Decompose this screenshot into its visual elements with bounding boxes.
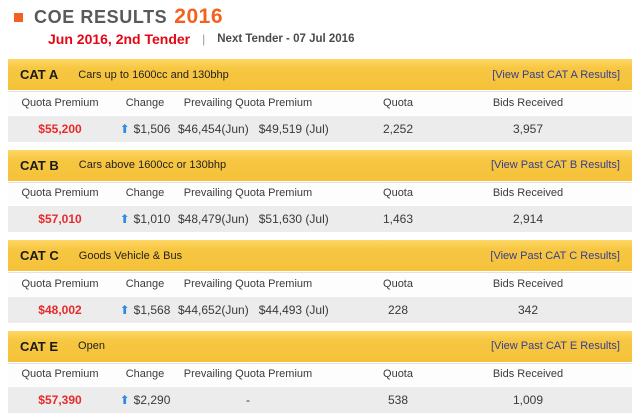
table-row: $55,200 ⬆ $1,506 $46,454(Jun) $49,519 (Ju… [8,115,632,142]
change-cell: ⬆ $1,506 [112,115,178,142]
quota-value: 1,463 [318,205,478,232]
change-value: $1,010 [134,212,171,226]
bids-received-value: 3,957 [478,115,578,142]
column-header-spacer [578,182,632,205]
table-row: $48,002 ⬆ $1,568 $44,652(Jun) $44,493 (Ju… [8,296,632,323]
cat-name: CAT E [20,339,58,354]
column-header-quota-premium: Quota Premium [8,273,112,296]
bids-received-value: 2,914 [478,205,578,232]
prevailing-value: $44,652(Jun) $44,493 (Jul) [178,296,318,323]
column-header-quota: Quota [318,92,478,115]
cat-header-bar: CAT C Goods Vehicle & Bus [View Past CAT… [8,240,632,271]
cat-a-results-table: Quota Premium Change Prevailing Quota Pr… [8,91,632,142]
cat-name: CAT B [20,158,59,173]
column-header-prevailing: Prevailing Quota Premium [178,273,318,296]
column-header-prevailing: Prevailing Quota Premium [178,92,318,115]
change-value: $2,290 [134,393,171,407]
view-past-cat-a-results-link[interactable]: [View Past CAT A Results] [492,69,620,81]
cat-e-results-table: Quota Premium Change Prevailing Quota Pr… [8,363,632,413]
next-tender-label: Next Tender - 07 Jul 2016 [217,33,354,45]
view-past-cat-e-results-link[interactable]: [View Past CAT E Results] [491,340,620,352]
quota-premium-value: $57,010 [8,205,112,232]
column-header-quota: Quota [318,273,478,296]
spacer-cell [578,296,632,323]
spacer-cell [578,115,632,142]
quota-value: 2,252 [318,115,478,142]
table-header-row: Quota Premium Change Prevailing Quota Pr… [8,92,632,115]
column-header-bids: Bids Received [478,182,578,205]
prevailing-value: - [178,386,318,413]
up-arrow-icon: ⬆ [120,212,130,226]
column-header-quota-premium: Quota Premium [8,363,112,386]
column-header-change: Change [112,92,178,115]
column-header-quota-premium: Quota Premium [8,92,112,115]
quota-value: 538 [318,386,478,413]
spacer-cell [578,205,632,232]
change-value: $1,568 [134,303,171,317]
quota-premium-value: $48,002 [8,296,112,323]
cat-section-c: CAT C Goods Vehicle & Bus [View Past CAT… [8,240,632,323]
spacer-cell [578,386,632,413]
column-header-spacer [578,273,632,296]
column-header-change: Change [112,363,178,386]
cat-description: Goods Vehicle & Bus [79,250,182,262]
change-value: $1,506 [134,122,171,136]
prevailing-value: $48,479(Jun) $51,630 (Jul) [178,205,318,232]
cat-b-results-table: Quota Premium Change Prevailing Quota Pr… [8,182,632,233]
cat-header-bar: CAT B Cars above 1600cc or 130bhp [View … [8,150,632,181]
cat-name: CAT A [20,67,58,82]
column-header-bids: Bids Received [478,363,578,386]
bids-received-value: 342 [478,296,578,323]
column-header-quota: Quota [318,363,478,386]
change-cell: ⬆ $1,010 [112,205,178,232]
current-tender-label: Jun 2016, 2nd Tender [48,31,190,47]
table-header-row: Quota Premium Change Prevailing Quota Pr… [8,363,632,386]
column-header-prevailing: Prevailing Quota Premium [178,182,318,205]
cat-section-a: CAT A Cars up to 1600cc and 130bhp [View… [8,59,632,142]
table-header-row: Quota Premium Change Prevailing Quota Pr… [8,182,632,205]
up-arrow-icon: ⬆ [120,303,130,317]
prevailing-value: $46,454(Jun) $49,519 (Jul) [178,115,318,142]
column-header-quota-premium: Quota Premium [8,182,112,205]
title-row: COE RESULTS 2016 [14,5,640,29]
cat-header-bar: CAT A Cars up to 1600cc and 130bhp [View… [8,59,632,90]
page-header: COE RESULTS 2016 Jun 2016, 2nd Tender | … [0,0,640,47]
change-cell: ⬆ $1,568 [112,296,178,323]
table-row: $57,390 ⬆ $2,290 - 538 1,009 [8,386,632,413]
page-title: COE RESULTS [34,7,167,28]
subtitle-row: Jun 2016, 2nd Tender | Next Tender - 07 … [48,31,640,47]
separator: | [202,32,205,46]
quota-value: 228 [318,296,478,323]
column-header-quota: Quota [318,182,478,205]
cat-description: Cars above 1600cc or 130bhp [79,159,226,171]
category-sections: CAT A Cars up to 1600cc and 130bhp [View… [0,59,640,413]
table-row: $57,010 ⬆ $1,010 $48,479(Jun) $51,630 (Ju… [8,205,632,232]
change-cell: ⬆ $2,290 [112,386,178,413]
view-past-cat-c-results-link[interactable]: [View Past CAT C Results] [490,250,620,262]
column-header-change: Change [112,273,178,296]
column-header-spacer [578,363,632,386]
up-arrow-icon: ⬆ [120,393,130,407]
quota-premium-value: $55,200 [8,115,112,142]
cat-name: CAT C [20,248,59,263]
column-header-change: Change [112,182,178,205]
cat-c-results-table: Quota Premium Change Prevailing Quota Pr… [8,272,632,323]
cat-header-bar: CAT E Open [View Past CAT E Results] [8,331,632,362]
bids-received-value: 1,009 [478,386,578,413]
view-past-cat-b-results-link[interactable]: [View Past CAT B Results] [491,159,620,171]
column-header-bids: Bids Received [478,273,578,296]
up-arrow-icon: ⬆ [120,122,130,136]
table-header-row: Quota Premium Change Prevailing Quota Pr… [8,273,632,296]
cat-section-b: CAT B Cars above 1600cc or 130bhp [View … [8,150,632,233]
cat-description: Open [78,340,105,352]
column-header-spacer [578,92,632,115]
column-header-prevailing: Prevailing Quota Premium [178,363,318,386]
square-bullet-icon [14,13,23,22]
cat-section-e: CAT E Open [View Past CAT E Results] Quo… [8,331,632,413]
cat-description: Cars up to 1600cc and 130bhp [78,69,228,81]
page-title-year: 2016 [174,5,223,29]
quota-premium-value: $57,390 [8,386,112,413]
column-header-bids: Bids Received [478,92,578,115]
